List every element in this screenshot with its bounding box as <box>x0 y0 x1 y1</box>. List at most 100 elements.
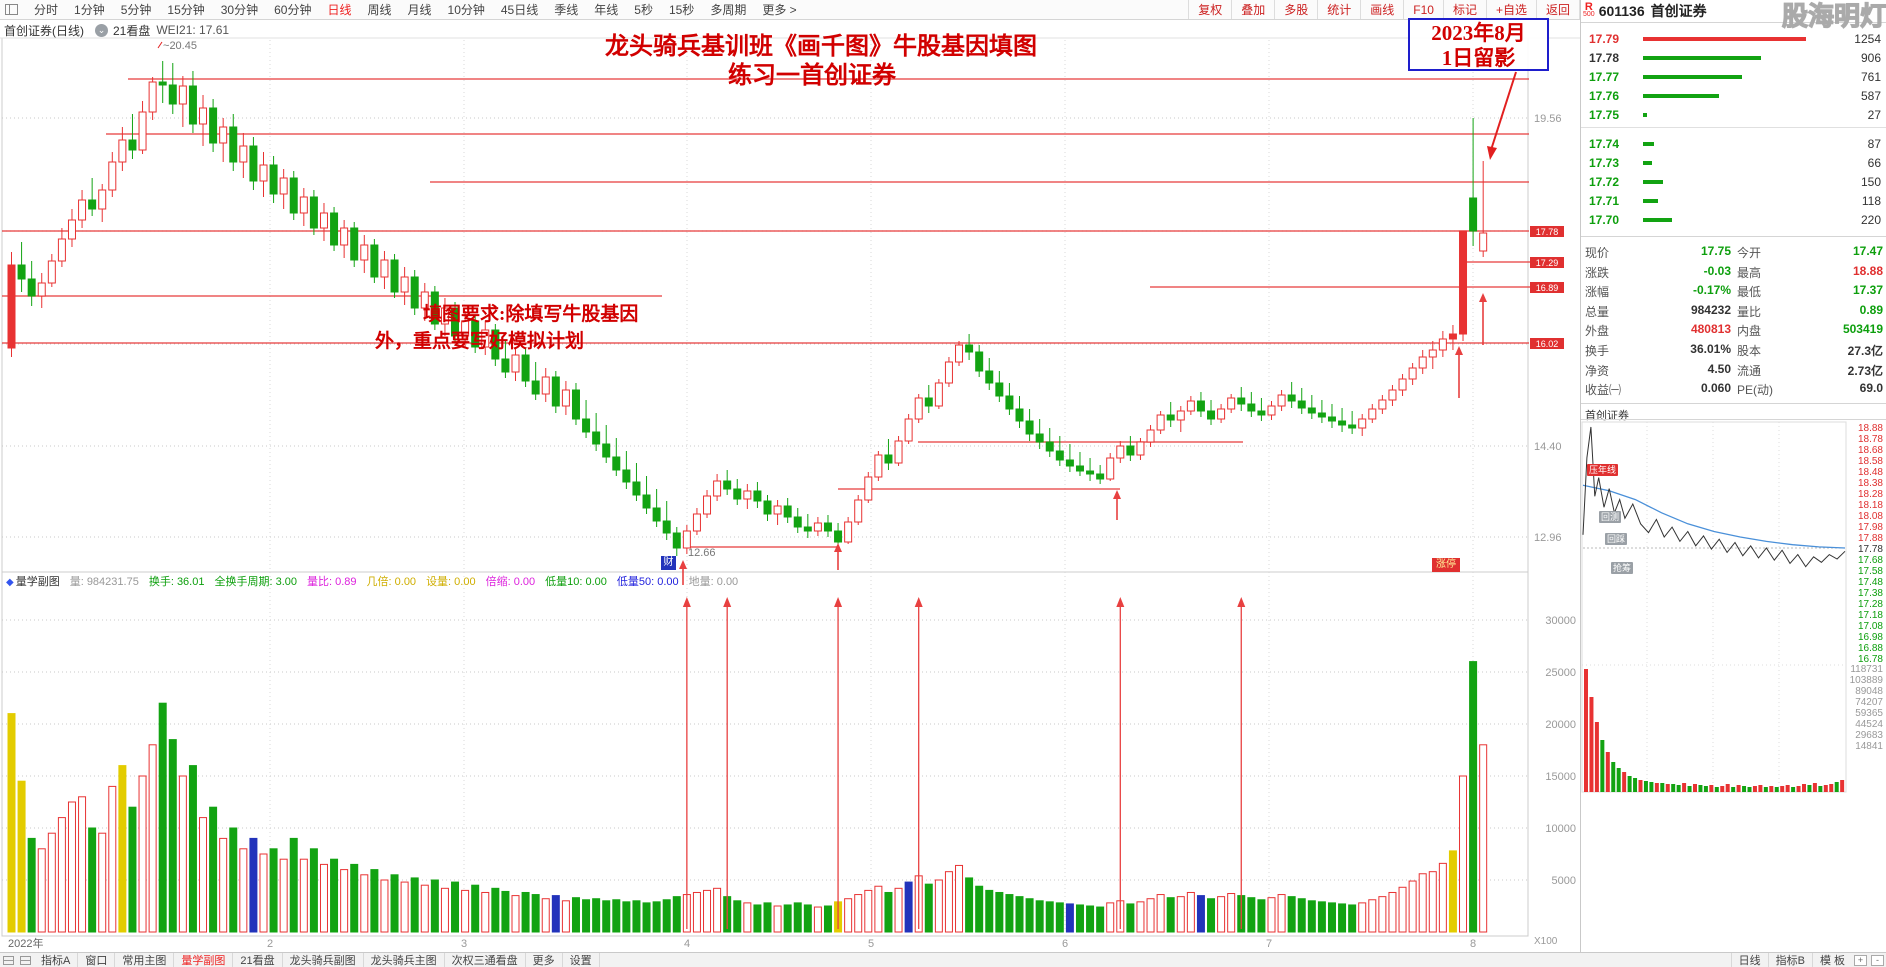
bottom-tab-窗口[interactable]: 窗口 <box>78 953 116 967</box>
quote-value: 69.0 <box>1859 381 1883 396</box>
volume-indicator-item-4: 几倍: 0.00 <box>366 576 417 588</box>
bottom-right-tab-模 板[interactable]: 模 板 <box>1811 953 1852 967</box>
period-tab-5分钟[interactable]: 5分钟 <box>120 3 152 17</box>
tool-button-标记[interactable]: 标记 <box>1442 0 1486 19</box>
tool-button-+自选[interactable]: +自选 <box>1485 0 1536 19</box>
bottom-tab-量学副图[interactable]: 量学副图 <box>174 953 234 967</box>
window-split-icon[interactable] <box>5 4 18 15</box>
period-tab-15秒[interactable]: 15秒 <box>668 3 695 17</box>
svg-text:16.02: 16.02 <box>1536 339 1559 349</box>
period-tab-季线[interactable]: 季线 <box>554 3 579 17</box>
svg-text:18.28: 18.28 <box>1858 489 1883 500</box>
quote-value: 4.50 <box>1707 361 1731 376</box>
bottom-tab-次权三通看盘[interactable]: 次权三通看盘 <box>445 953 526 967</box>
period-tab-1分钟[interactable]: 1分钟 <box>74 3 105 17</box>
bottom-right-tab-日线[interactable]: 日线 <box>1730 953 1768 967</box>
period-tab-月线[interactable]: 月线 <box>407 3 432 17</box>
order-book-row-bid-1[interactable]: 17.73 66 <box>1581 154 1886 171</box>
zoom-in-button[interactable]: + <box>1854 954 1867 966</box>
tool-button-叠加[interactable]: 叠加 <box>1231 0 1274 19</box>
svg-text:5: 5 <box>868 938 874 950</box>
svg-text:17.88: 17.88 <box>1858 533 1883 544</box>
layout-icon-1[interactable] <box>3 955 14 965</box>
wei21-indicator-value: WEI21: 17.61 <box>156 23 230 37</box>
period-tab-周线[interactable]: 周线 <box>367 3 392 17</box>
tool-button-F10[interactable]: F10 <box>1403 0 1443 19</box>
intraday-mini-chart[interactable]: 18.8818.7818.6818.5818.4818.3818.2818.18… <box>1581 420 1886 800</box>
order-volume: 27 <box>1867 108 1881 122</box>
volume-indicator-item-3: 量比: 0.89 <box>307 576 357 588</box>
volume-indicator-name[interactable]: 量学副图 <box>15 576 60 588</box>
order-book-row-bid-2[interactable]: 17.72 150 <box>1581 173 1886 190</box>
order-volume: 118 <box>1861 194 1881 208</box>
order-price: 17.71 <box>1589 194 1620 208</box>
order-price: 17.79 <box>1589 32 1620 46</box>
bottom-tab-龙头骑兵副图[interactable]: 龙头骑兵副图 <box>283 953 364 967</box>
svg-text:18.48: 18.48 <box>1858 467 1883 478</box>
order-volume: 87 <box>1867 137 1881 151</box>
depth-bar <box>1643 199 1658 203</box>
bottom-tab-更多[interactable]: 更多 <box>526 953 563 967</box>
volume-indicator-item-6: 倍缩: 0.00 <box>485 576 536 588</box>
indicator-tab-group: 指标A 窗口 常用主图 量学副图 21看盘 龙头骑兵副图 龙头骑兵主图 次权三通看盘 更多 设置 <box>34 953 600 967</box>
order-book-row-ask-4[interactable]: 17.75 27 <box>1581 106 1886 123</box>
chevron-down-icon[interactable]: ⌄ <box>95 23 108 37</box>
tool-button-画线[interactable]: 画线 <box>1360 0 1403 19</box>
tool-button-复权[interactable]: 复权 <box>1188 0 1231 19</box>
period-tab-日线[interactable]: 日线 <box>327 3 352 17</box>
bottom-tab-常用主图[interactable]: 常用主图 <box>115 953 175 967</box>
order-book-row-ask-0[interactable]: 17.79 1254 <box>1581 30 1886 47</box>
bottom-tab-指标A[interactable]: 指标A <box>34 953 79 967</box>
period-tab-分时[interactable]: 分时 <box>34 3 59 17</box>
tool-button-返回[interactable]: 返回 <box>1535 0 1580 19</box>
chart-title-bar: 首创证券(日线) ⌄ 21看盘 WEI21: 17.61 <box>4 22 235 38</box>
quote-label: 总量 <box>1585 304 1610 319</box>
order-book-row-bid-4[interactable]: 17.70 220 <box>1581 211 1886 228</box>
quote-value: 18.88 <box>1852 263 1883 278</box>
svg-text:103889: 103889 <box>1850 675 1884 686</box>
daily-candlestick-chart[interactable]: 19.5617.7816.0014.4012.96300002500020000… <box>0 0 1580 952</box>
depth-bar <box>1643 37 1806 41</box>
svg-text:16.88: 16.88 <box>1858 643 1883 654</box>
order-book-row-bid-0[interactable]: 17.74 87 <box>1581 135 1886 152</box>
quote-row-6: 净资 4.50 流通 2.73亿 <box>1581 362 1886 381</box>
order-book: 17.79 1254 17.78 906 17.77 761 17.76 587 17.75 27… <box>1581 24 1886 227</box>
svg-text:17.28: 17.28 <box>1858 599 1883 610</box>
signal-marker-blue: 财 <box>661 556 676 570</box>
period-tab-多周期[interactable]: 多周期 <box>710 3 747 17</box>
zoom-out-button[interactable]: - <box>1871 954 1884 966</box>
order-book-row-ask-2[interactable]: 17.77 761 <box>1581 68 1886 85</box>
bottom-tab-龙头骑兵主图[interactable]: 龙头骑兵主图 <box>364 953 445 967</box>
diamond-icon[interactable]: ◆ <box>6 577 14 588</box>
tool-button-多股[interactable]: 多股 <box>1274 0 1317 19</box>
order-volume: 761 <box>1860 70 1881 84</box>
order-book-row-bid-3[interactable]: 17.71 118 <box>1581 192 1886 209</box>
volume-indicator-item-5: 设量: 0.00 <box>426 576 476 588</box>
bottom-right-tab-指标B[interactable]: 指标B <box>1767 953 1812 967</box>
svg-text:18.38: 18.38 <box>1858 478 1883 489</box>
layout-icon-2[interactable] <box>20 955 31 965</box>
svg-text:3: 3 <box>461 938 467 950</box>
period-tab-15分钟[interactable]: 15分钟 <box>167 3 205 17</box>
period-tab-5秒[interactable]: 5秒 <box>634 3 653 17</box>
order-book-row-ask-3[interactable]: 17.76 587 <box>1581 87 1886 104</box>
quote-label: 换手 <box>1585 344 1610 358</box>
order-book-row-ask-1[interactable]: 17.78 906 <box>1581 49 1886 66</box>
period-tab-更多 >[interactable]: 更多 > <box>762 3 797 17</box>
period-tab-45日线[interactable]: 45日线 <box>500 3 539 17</box>
period-tab-60分钟[interactable]: 60分钟 <box>274 3 312 17</box>
period-tab-10分钟[interactable]: 10分钟 <box>447 3 485 17</box>
snapshot-line1: 2023年8月 <box>1431 21 1526 45</box>
tool-button-统计[interactable]: 统计 <box>1317 0 1360 19</box>
bottom-tab-设置[interactable]: 设置 <box>563 953 600 967</box>
period-tab-30分钟[interactable]: 30分钟 <box>220 3 259 17</box>
watch-board-label[interactable]: 21看盘 <box>113 23 151 38</box>
svg-text:17.38: 17.38 <box>1858 588 1883 599</box>
svg-text:16.98: 16.98 <box>1858 632 1883 643</box>
svg-text:17.68: 17.68 <box>1858 555 1883 566</box>
svg-text:14.40: 14.40 <box>1534 441 1562 453</box>
bottom-tab-21看盘[interactable]: 21看盘 <box>233 953 283 967</box>
period-tab-年线[interactable]: 年线 <box>594 3 619 17</box>
svg-text:18.88: 18.88 <box>1858 423 1883 434</box>
svg-text:17.18: 17.18 <box>1858 610 1883 621</box>
